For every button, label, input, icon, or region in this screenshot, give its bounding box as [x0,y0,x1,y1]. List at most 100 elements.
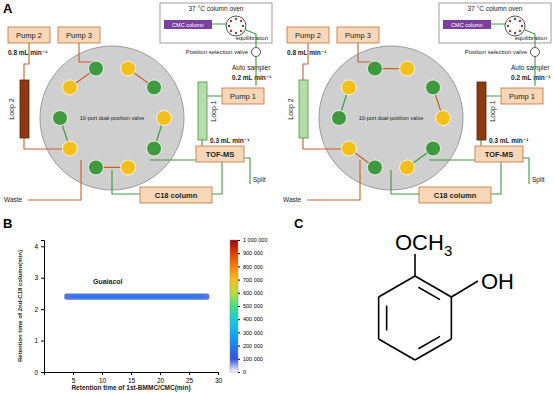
c18-column [419,187,491,203]
c18-label: C18 column [155,191,198,200]
x-axis-tick-label: 15 [128,377,136,384]
x-axis-title: Retention time of 1st-BMMC/CMC(min) [71,384,190,392]
sample-loop [20,80,29,138]
colorbar-tick: 800 000 [238,264,263,270]
y-axis-tick-label: 4 [34,243,38,250]
pump-label: Pump 3 [66,31,92,40]
colorbar-tick-mark [238,240,240,241]
bond [415,276,451,297]
flow-label: 0.2 mL min⁻¹ [511,74,550,81]
rotary-port [230,20,232,22]
valve-label: 10-port dual-position valve [359,115,424,121]
colorbar-tick-mark [238,293,240,294]
rotary-port [240,30,242,32]
y-axis-title: Retention time of 2nd-C18 column(min) [17,250,23,362]
x-axis: 51015202530 [45,372,223,384]
panel-letter: A [3,1,13,16]
pump [222,88,264,104]
panel-letter: C [294,216,304,231]
colorbar-tick: 400 000 [238,316,263,322]
valve-port [62,80,77,95]
pump [501,88,543,104]
pump-label: Pump 1 [509,92,535,101]
valve-port [88,61,103,76]
sample-loop [477,82,486,140]
valve-port [400,61,415,76]
flow-label: 0.2 mL min⁻¹ [232,74,271,81]
bond [379,339,415,360]
x-axis-tick-label: 10 [99,377,107,384]
selection-valve-label: Position selection valve [186,49,249,55]
heat-cell [70,295,203,298]
sample-loop [299,80,308,138]
heatmap-chart: 5101520253001234Retention time of 1st-BM… [17,237,267,392]
colorbar-tick-label: 100 000 [243,356,263,362]
valve-port [341,80,356,95]
flow-line [28,160,81,200]
autosampler-label: Auto sampler [511,64,550,72]
pump-label: Pump 1 [230,92,256,101]
y-axis-line [41,241,45,373]
x-axis-tick-mark [73,372,74,375]
equilibration-label: equilibration [515,35,547,41]
selection-valve [531,48,540,57]
flow-line [212,162,222,194]
colorbar-axis: 0100 000200 000300 000400 000500 000600 … [238,237,267,375]
valve-port [88,160,103,175]
rotary-port [519,30,521,32]
methoxy-subscript: 3 [444,242,452,259]
colorbar-tick: 0 [238,369,246,375]
colorbar-tick-mark [238,359,240,360]
colorbar-tick-mark [238,332,240,333]
x-axis-tick: 25 [186,372,194,384]
valve-port [426,141,441,156]
colorbar-tick-mark [238,306,240,307]
pump-label: Pump 3 [345,31,371,40]
flow-line [79,43,96,62]
bond [378,297,380,339]
y-axis-tick: 1 [34,337,44,344]
colorbar-tick: 600 000 [238,290,263,296]
x-axis-tick: 15 [128,372,136,384]
flow-line [303,43,308,80]
colorbar-tick-label: 600 000 [243,290,263,296]
panel-letter: B [3,216,12,231]
flow-line [24,138,62,149]
colorbar-tick-mark [238,319,240,320]
cmc-column [164,20,212,29]
valve-port [147,141,162,156]
colorbar-tick: 200 000 [238,343,263,349]
x-axis-line [45,373,219,376]
x-axis-tick-mark [131,372,132,375]
autosampler-label: Auto sampler [232,64,271,72]
rotary-port [509,30,511,32]
y-axis-tick-label: 3 [34,274,38,281]
column-oven [160,3,272,43]
loop-label: Loop 1 [210,100,218,122]
y-axis-tick-mark [41,372,44,373]
link [212,24,226,25]
c18-label: C18 column [434,191,477,200]
bond [451,281,478,297]
flow-line [523,158,529,184]
double-bond [418,287,440,299]
y-axis-tick: 4 [34,243,44,250]
double-bond [418,336,440,348]
y-axis-tick-label: 2 [34,306,38,313]
loop-label: Loop 1 [489,100,497,122]
schematic: 37 °C column ovenCMC columnequilibration… [4,3,272,203]
y-axis-tick-mark [41,341,44,342]
valve-port [367,61,382,76]
rotary-port [235,32,237,34]
flow-line [244,158,250,184]
colorbar-tick-label: 0 [243,369,246,375]
rotary-port [230,30,232,32]
ms-box [475,146,523,162]
rotary-port [507,25,509,27]
column-label: CMC column [172,22,204,28]
valve-port [157,111,172,126]
colorbar-tick-mark [238,280,240,281]
x-axis-tick-mark [218,372,219,375]
colorbar-line [239,241,241,373]
loop-label: Loop 2 [287,98,295,120]
